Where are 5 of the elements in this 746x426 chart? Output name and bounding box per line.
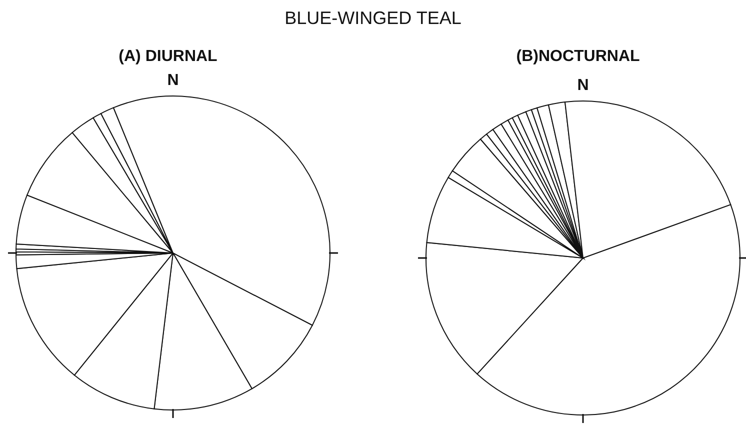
text: N xyxy=(577,77,589,95)
chart-subtitle: (B)NOCTURNAL xyxy=(516,48,640,66)
text: BLUE-WINGED TEAL xyxy=(284,8,462,29)
chart-subtitle: (A) DIURNAL xyxy=(118,48,218,66)
text: N xyxy=(167,72,179,90)
